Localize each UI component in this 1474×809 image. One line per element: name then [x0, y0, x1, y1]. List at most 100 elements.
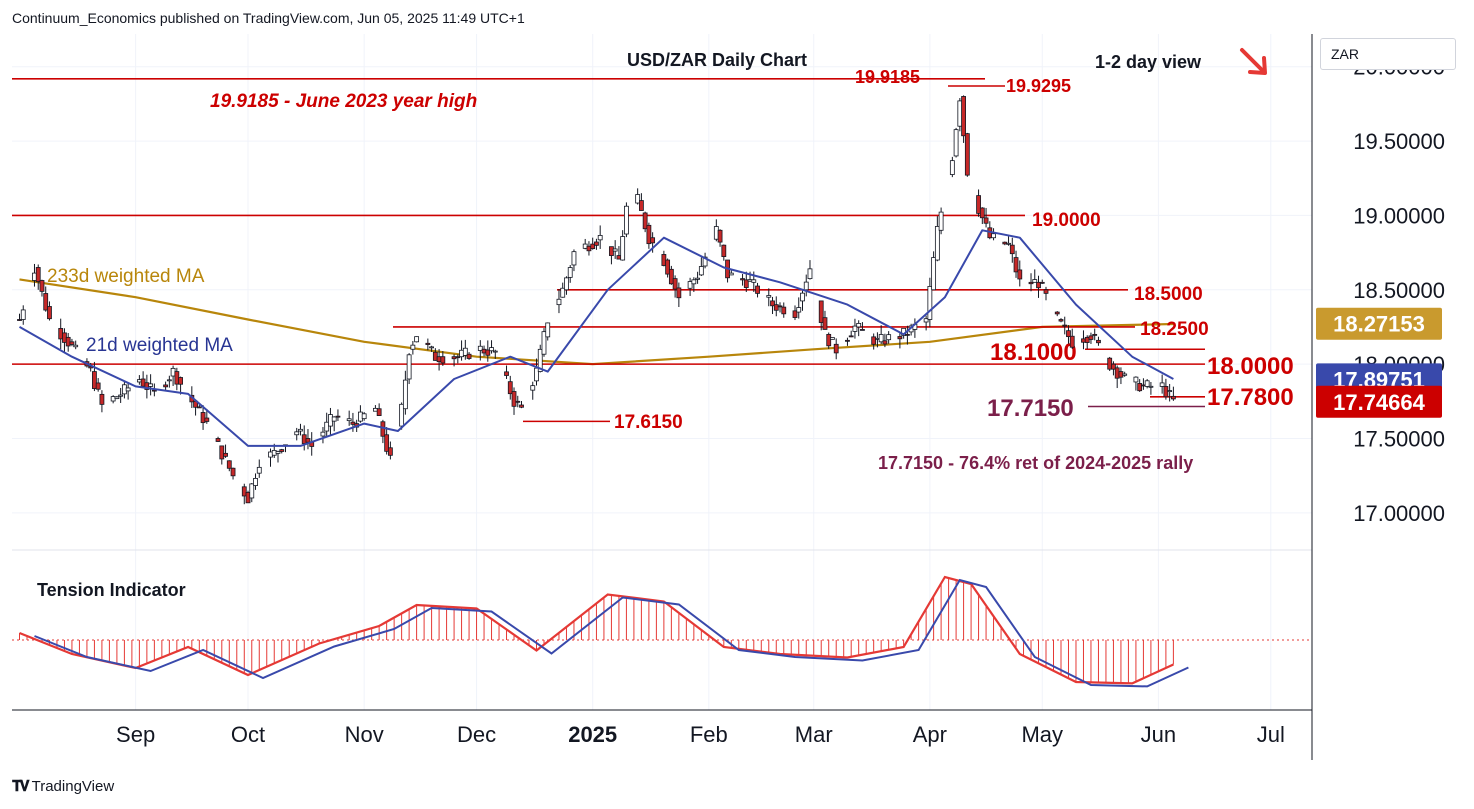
candle: [118, 387, 124, 403]
currency-selector[interactable]: ZAR: [1320, 38, 1456, 70]
candle: [620, 230, 626, 261]
candle: [807, 260, 813, 280]
svg-text:17.74664: 17.74664: [1333, 390, 1426, 415]
tension-signal-line: [34, 578, 1189, 688]
candle: [1006, 236, 1011, 246]
candle: [983, 207, 989, 228]
candle: [1088, 332, 1094, 344]
ma21-line: [19, 229, 1174, 447]
level-label: 17.7800: [1207, 384, 1294, 411]
candle: [556, 289, 562, 314]
candle: [414, 336, 420, 343]
candle: [777, 302, 783, 313]
candle: [466, 352, 472, 360]
candle: [166, 375, 172, 388]
candle: [541, 328, 547, 357]
candle: [545, 322, 551, 341]
candle: [642, 211, 648, 233]
tradingview-branding[interactable]: 𝐓𝐕 TradingView: [12, 778, 114, 795]
candle: [803, 274, 809, 297]
candle: [949, 156, 955, 178]
candle: [148, 374, 154, 396]
candle: [781, 302, 787, 318]
candle: [691, 277, 697, 292]
candle: [792, 305, 798, 321]
y-tick-label: 19.50000: [1353, 129, 1445, 154]
y-tick-label: 18.50000: [1353, 278, 1445, 303]
x-tick-label: Apr: [913, 722, 947, 747]
candle: [882, 333, 888, 348]
candle: [241, 483, 247, 505]
candle: [114, 395, 120, 400]
candle: [69, 338, 75, 347]
candle: [226, 460, 232, 472]
x-tick-label: Dec: [457, 722, 496, 747]
candle: [822, 310, 828, 330]
candle: [897, 333, 903, 349]
ma21-label: 21d weighted MA: [86, 335, 233, 356]
candle: [571, 249, 577, 272]
candle: [507, 375, 513, 400]
price-axis[interactable]: 20.0000019.5000019.0000018.5000018.00000…: [1353, 55, 1445, 526]
candle: [698, 257, 704, 277]
candle: [95, 378, 101, 392]
candle: [331, 416, 337, 432]
candle: [324, 412, 330, 437]
candle: [504, 365, 509, 379]
level-label: 17.6150: [614, 412, 683, 433]
candle: [1032, 269, 1038, 283]
time-axis[interactable]: Sep Oct Nov Dec 2025 Feb Mar Apr May Jun Jul: [116, 722, 1285, 747]
candle: [848, 330, 854, 338]
candle: [1084, 335, 1090, 349]
candle: [979, 207, 985, 225]
candle: [1028, 273, 1034, 292]
candle: [20, 305, 26, 325]
candle: [223, 444, 228, 458]
candle: [406, 353, 412, 385]
candle: [991, 228, 996, 241]
candle: [125, 383, 131, 400]
fib-note: 17.7150 - 76.4% ret of 2024-2025 rally: [878, 453, 1193, 473]
candle: [964, 132, 970, 177]
candle: [73, 340, 79, 350]
candle: [47, 301, 52, 321]
candle: [163, 381, 169, 391]
y-tick-label: 19.00000: [1353, 203, 1445, 228]
high-label-right: 19.9295: [1006, 76, 1071, 96]
candle: [1107, 356, 1113, 372]
candle: [294, 427, 300, 441]
candle: [249, 483, 255, 503]
level-label: 19.0000: [1032, 210, 1101, 231]
candle: [519, 401, 524, 409]
candle: [1159, 374, 1165, 394]
candle: [934, 216, 940, 262]
candle: [530, 381, 536, 400]
x-tick-label: Nov: [345, 722, 384, 747]
candle: [440, 351, 446, 366]
candle: [597, 225, 603, 249]
candle: [927, 277, 933, 328]
candle: [800, 290, 805, 311]
candle: [485, 340, 491, 362]
svg-text:18.27153: 18.27153: [1333, 312, 1425, 337]
tension-pane[interactable]: [12, 575, 1312, 688]
candle: [931, 251, 937, 291]
candle: [279, 448, 285, 454]
candle: [43, 286, 49, 312]
candle: [410, 340, 416, 355]
candle: [1013, 250, 1019, 278]
candle: [200, 405, 206, 430]
candle: [833, 338, 839, 360]
candle: [612, 240, 618, 259]
arrow-down-right-icon: [1240, 48, 1267, 75]
candle: [462, 339, 468, 360]
y-tick-label: 17.00000: [1353, 501, 1445, 526]
candle: [230, 467, 236, 480]
candle: [1111, 361, 1116, 376]
tension-title: Tension Indicator: [37, 580, 186, 600]
level-label: 18.1000: [990, 339, 1077, 366]
price-pane[interactable]: 19.9185 - June 2023 year high 19.0000 18.5…: [12, 34, 1312, 710]
candle: [1122, 371, 1128, 377]
candle: [425, 338, 431, 351]
